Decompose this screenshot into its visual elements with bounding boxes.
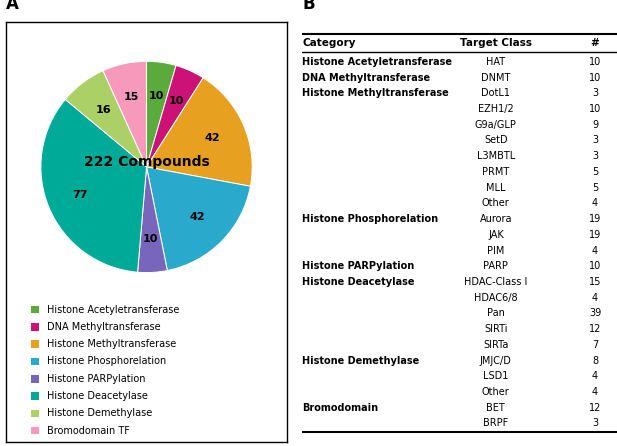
Text: 4: 4	[592, 293, 598, 303]
Text: EZH1/2: EZH1/2	[478, 104, 514, 114]
Text: 10: 10	[589, 57, 601, 67]
Text: JAK: JAK	[488, 230, 503, 240]
Text: 4: 4	[592, 372, 598, 381]
Text: 3: 3	[592, 418, 598, 429]
Text: 19: 19	[589, 230, 601, 240]
Text: Bromodomain: Bromodomain	[302, 403, 378, 413]
Text: 15: 15	[124, 92, 139, 102]
Text: Histone Phosphorelation: Histone Phosphorelation	[48, 356, 167, 367]
Text: 42: 42	[190, 212, 205, 223]
Text: Target Class: Target Class	[460, 38, 532, 48]
Text: 8: 8	[592, 355, 598, 366]
Wedge shape	[147, 167, 251, 271]
Text: #: #	[590, 38, 599, 48]
Bar	[31, 358, 39, 365]
Text: HDAC-Class I: HDAC-Class I	[464, 277, 528, 287]
Text: 4: 4	[592, 387, 598, 397]
Text: JMJC/D: JMJC/D	[480, 355, 511, 366]
Text: DNA Methyltransferase: DNA Methyltransferase	[302, 73, 431, 83]
Bar	[31, 323, 39, 330]
Text: DotL1: DotL1	[481, 88, 510, 98]
Text: Histone Demethylase: Histone Demethylase	[48, 409, 152, 418]
Wedge shape	[147, 78, 252, 186]
Text: Bromodomain TF: Bromodomain TF	[48, 425, 130, 436]
Bar	[31, 409, 39, 417]
Text: MLL: MLL	[486, 183, 505, 193]
Text: 10: 10	[589, 261, 601, 271]
Text: 7: 7	[592, 340, 598, 350]
Text: 3: 3	[592, 88, 598, 98]
Wedge shape	[147, 66, 203, 167]
Text: A: A	[6, 0, 19, 13]
Text: Other: Other	[482, 198, 510, 208]
Text: BET: BET	[486, 403, 505, 413]
Text: 42: 42	[205, 133, 220, 143]
Text: L3MBTL: L3MBTL	[477, 151, 515, 161]
Bar	[31, 392, 39, 400]
Wedge shape	[65, 70, 147, 167]
Text: 3: 3	[592, 151, 598, 161]
Text: Histone Acetyletransferase: Histone Acetyletransferase	[48, 305, 180, 314]
Text: 4: 4	[592, 198, 598, 208]
Text: Histone Demethylase: Histone Demethylase	[302, 355, 420, 366]
Text: 16: 16	[95, 105, 111, 115]
Text: 12: 12	[589, 324, 601, 334]
Text: 15: 15	[589, 277, 601, 287]
Text: DNMT: DNMT	[481, 73, 510, 83]
Text: Pan: Pan	[487, 309, 505, 318]
Text: Histone Acetyletransferase: Histone Acetyletransferase	[302, 57, 452, 67]
Text: 5: 5	[592, 183, 598, 193]
Text: 19: 19	[589, 214, 601, 224]
Text: Other: Other	[482, 387, 510, 397]
Text: 3: 3	[592, 136, 598, 145]
Wedge shape	[138, 167, 167, 273]
Text: Histone Phosphorelation: Histone Phosphorelation	[302, 214, 439, 224]
Text: HAT: HAT	[486, 57, 505, 67]
Text: 10: 10	[149, 91, 164, 101]
Text: Aurora: Aurora	[479, 214, 512, 224]
Text: SIRTa: SIRTa	[483, 340, 508, 350]
Text: 4: 4	[592, 246, 598, 256]
Text: Histone PARPylation: Histone PARPylation	[302, 261, 415, 271]
Text: HDAC6/8: HDAC6/8	[474, 293, 518, 303]
Text: 10: 10	[589, 104, 601, 114]
Text: PIM: PIM	[487, 246, 505, 256]
Text: 10: 10	[143, 234, 159, 244]
Text: BRPF: BRPF	[483, 418, 508, 429]
Text: 77: 77	[73, 190, 88, 200]
Text: PARP: PARP	[483, 261, 508, 271]
Text: B: B	[302, 0, 315, 13]
Text: SIRTi: SIRTi	[484, 324, 508, 334]
Bar	[31, 427, 39, 434]
Text: Histone Methyltransferase: Histone Methyltransferase	[302, 88, 449, 98]
Bar	[31, 306, 39, 314]
Text: PRMT: PRMT	[482, 167, 510, 177]
Text: 12: 12	[589, 403, 601, 413]
Text: 5: 5	[592, 167, 598, 177]
Text: G9a/GLP: G9a/GLP	[475, 120, 517, 130]
Bar	[31, 375, 39, 383]
Wedge shape	[41, 99, 147, 272]
Text: LSD1: LSD1	[483, 372, 508, 381]
Bar	[31, 340, 39, 348]
Text: Histone Methyltransferase: Histone Methyltransferase	[48, 339, 176, 349]
Text: 222 Compounds: 222 Compounds	[84, 155, 209, 169]
Wedge shape	[103, 61, 147, 167]
Text: 10: 10	[589, 73, 601, 83]
Text: Histone Deacetylase: Histone Deacetylase	[302, 277, 415, 287]
Text: DNA Methyltransferase: DNA Methyltransferase	[48, 322, 161, 332]
Text: SetD: SetD	[484, 136, 508, 145]
Text: Category: Category	[302, 38, 356, 48]
Text: Histone PARPylation: Histone PARPylation	[48, 374, 146, 384]
Text: 39: 39	[589, 309, 601, 318]
Wedge shape	[146, 61, 176, 167]
Text: Histone Deacetylase: Histone Deacetylase	[48, 391, 148, 401]
Text: 10: 10	[168, 96, 184, 107]
Text: 9: 9	[592, 120, 598, 130]
